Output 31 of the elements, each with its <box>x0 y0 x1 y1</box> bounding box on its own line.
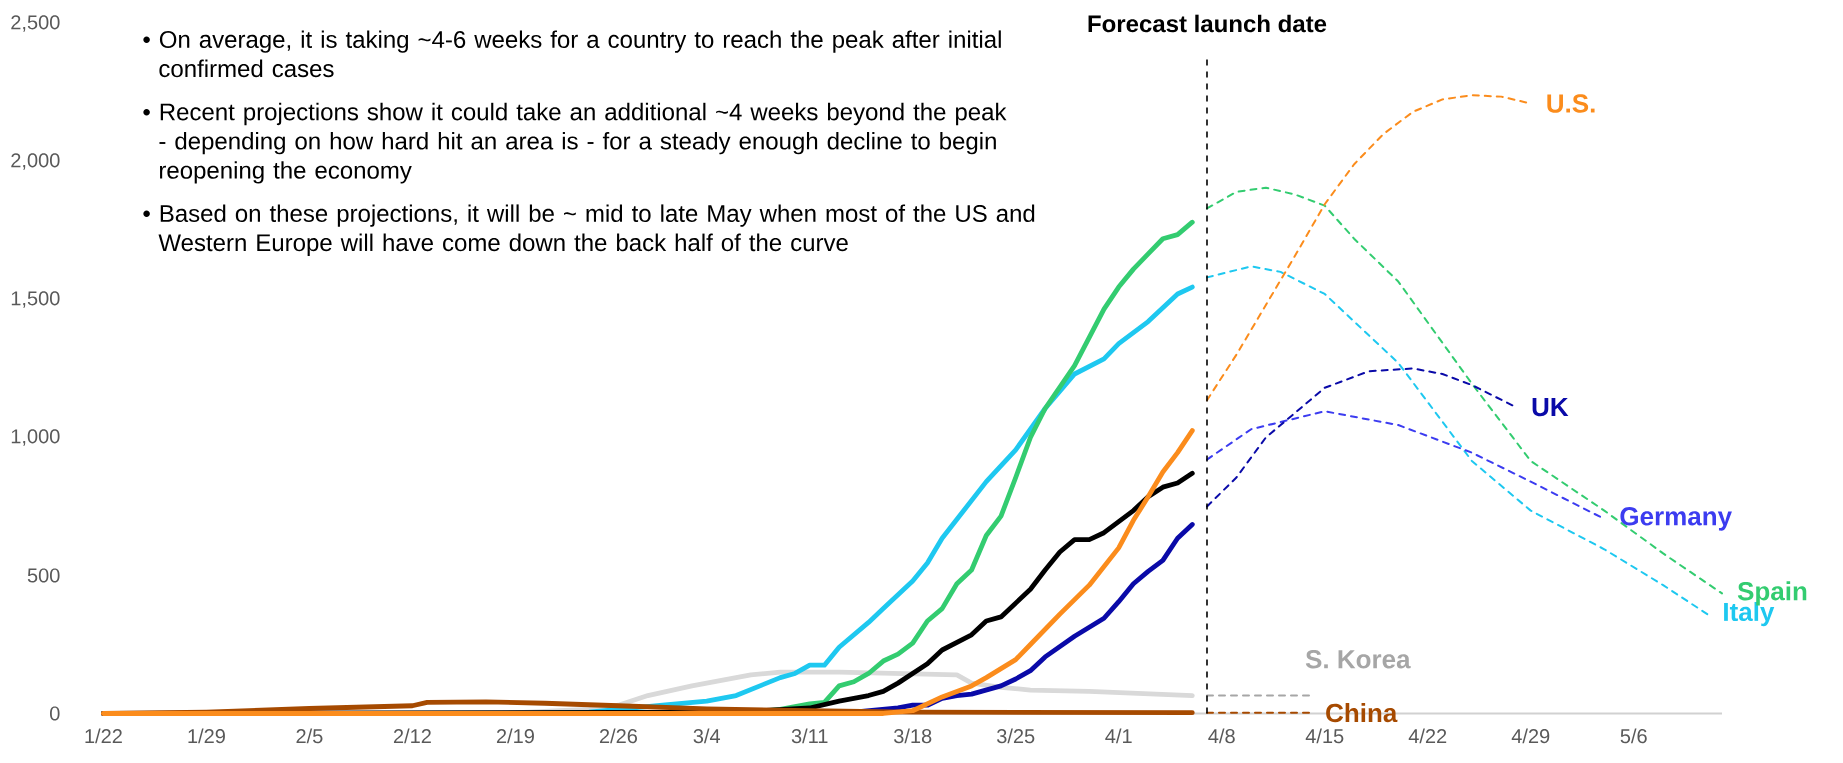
y-tick-label: 2,500 <box>11 15 60 32</box>
series-label: Germany <box>1620 507 1732 531</box>
x-tick-label: 4/1 <box>1105 728 1132 744</box>
annotation: • Recent projections show it could take an additional ~4 weeks beyond the peak - depending on how hard hit an area is - for a steady enough decline to begin reopening the economy <box>143 102 1007 184</box>
x-tick-label: 4/29 <box>1511 728 1550 744</box>
annotation: • On average, it is taking ~4-6 weeks for a country to reach the peak after initial confirmed cases <box>143 30 1001 78</box>
x-tick-label: 3/11 <box>791 728 828 744</box>
x-tick-label: 3/4 <box>693 728 721 744</box>
x-tick-label: 2/12 <box>393 728 431 744</box>
y-tick-label: 500 <box>27 568 60 583</box>
y-tick-label: 0 <box>50 706 60 721</box>
x-tick-label: 3/18 <box>894 728 932 744</box>
x-tick-label: 1/22 <box>85 728 122 744</box>
x-tick-label: 5/6 <box>1620 728 1647 744</box>
x-tick-label: 3/25 <box>997 728 1035 744</box>
x-tick-label: 2/5 <box>296 728 323 744</box>
x-tick-label: 1/29 <box>188 728 225 744</box>
series-label: UK <box>1532 398 1569 417</box>
y-tick-label: 1,500 <box>11 291 60 308</box>
y-tick-label: 2,000 <box>11 153 60 170</box>
x-tick-label: 4/8 <box>1208 728 1235 744</box>
series-label: China <box>1326 703 1398 723</box>
ref-line-label: Forecast launch date <box>1088 14 1327 33</box>
annotation: • Based on these projections, it will be ~ mid to late May when most of the US and Western Europe will have come down the back half of the curve <box>143 204 1035 256</box>
x-tick-label: 2/19 <box>496 728 534 744</box>
x-tick-label: 4/22 <box>1408 728 1447 744</box>
x-tick-label: 4/15 <box>1305 728 1344 744</box>
series-label: S. Korea <box>1305 650 1411 669</box>
x-tick-label: 2/26 <box>599 728 638 744</box>
y-tick-label: 1,000 <box>11 429 60 446</box>
series-label: U.S. <box>1547 94 1595 113</box>
